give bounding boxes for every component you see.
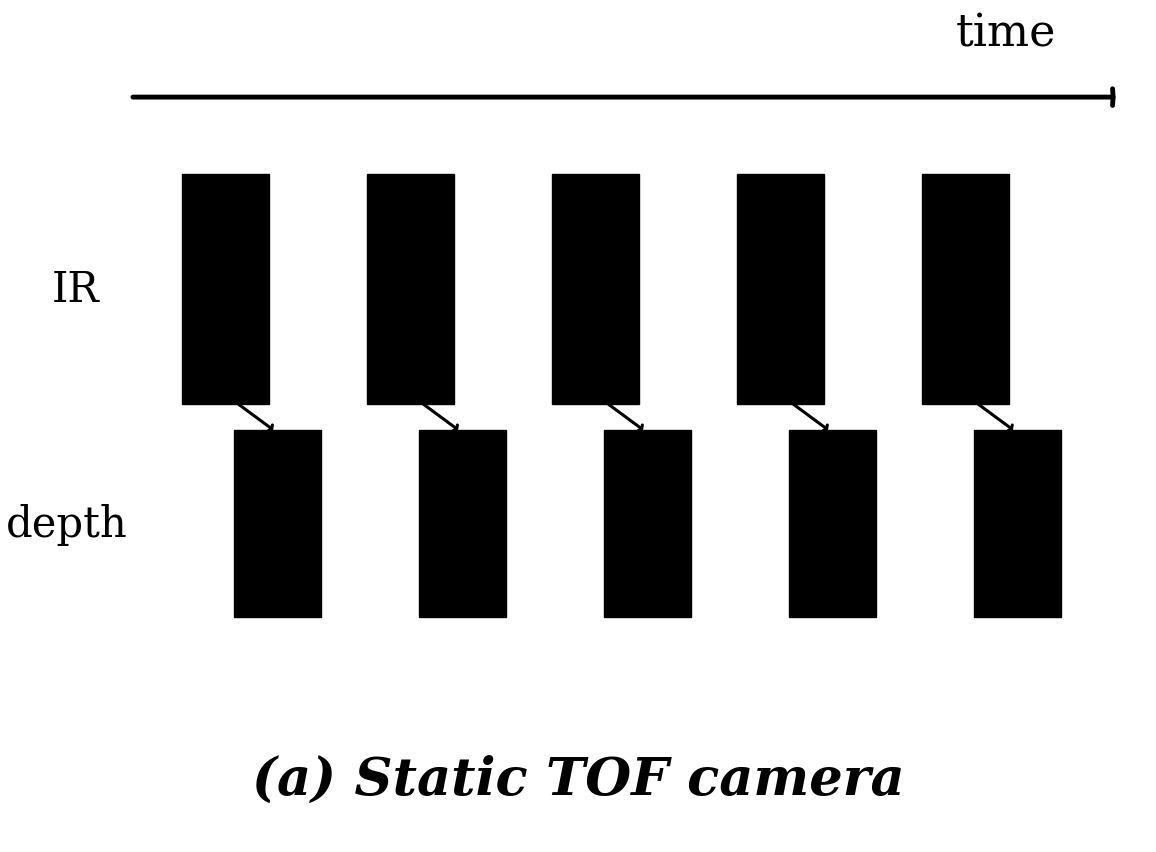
Bar [605, 430, 691, 618]
Bar [183, 175, 268, 405]
Bar [420, 430, 506, 618]
Bar [973, 430, 1061, 618]
Text: time: time [956, 12, 1055, 55]
Bar [738, 175, 823, 405]
Bar [368, 175, 453, 405]
Text: (a) Static TOF camera: (a) Static TOF camera [252, 754, 904, 805]
Bar [553, 175, 638, 405]
Bar [234, 430, 320, 618]
Bar [790, 430, 876, 618]
Bar [922, 175, 1008, 405]
Text: IR: IR [51, 268, 99, 311]
Text: depth: depth [6, 503, 128, 545]
